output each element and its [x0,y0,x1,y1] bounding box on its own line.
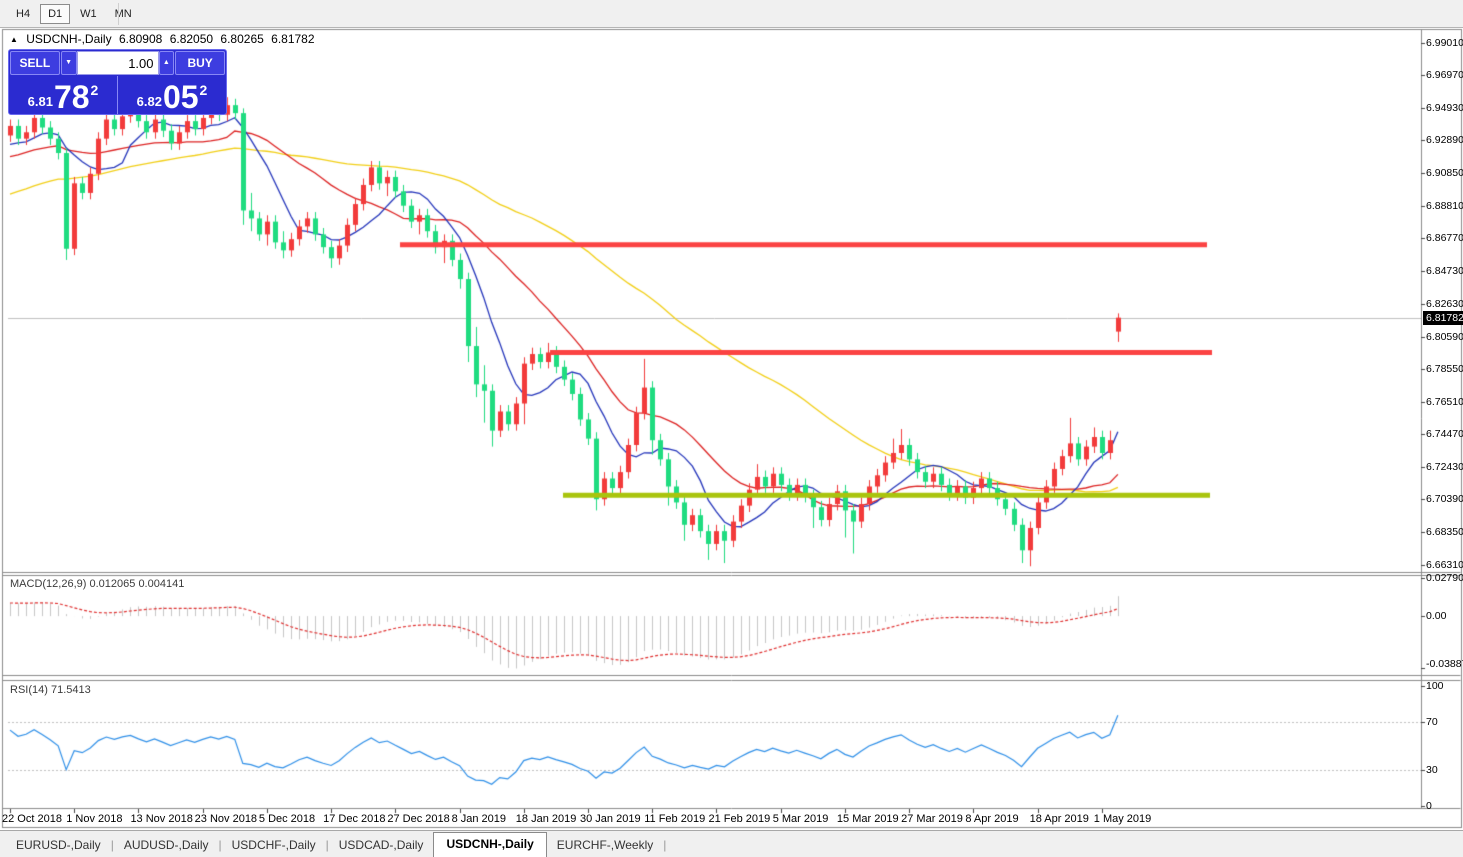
chevron-up-icon: ▲ [162,59,170,66]
date-axis-label: 27 Mar 2019 [901,813,963,825]
buy-price-display[interactable]: 6.82 05 2 [118,76,226,114]
sell-price-display[interactable]: 6.81 78 2 [9,76,118,114]
macd-value: 0.012065 [89,578,136,590]
tab-separator: | [325,838,329,852]
lot-size-input[interactable] [76,51,159,75]
date-axis-label: 1 May 2019 [1093,813,1152,825]
macd-signal-value: 0.004141 [138,578,185,590]
price-axis-label: 6.78550 [1426,363,1463,376]
symbol-tab-audusd[interactable]: AUDUSD-,Daily [123,838,209,852]
lot-decrease-button[interactable]: ▼ [60,51,77,75]
buy-price-sup: 2 [199,82,208,98]
date-axis-label: 27 Dec 2018 [387,813,450,825]
chart-symbol-label: USDCNH-,Daily [26,32,112,46]
ohlc-close-value: 6.81782 [271,32,315,46]
macd-indicator-label: MACD(12,26,9) 0.012065 0.004141 [10,578,184,590]
sell-price-big: 78 [53,79,90,115]
price-axis-label: 6.88810 [1426,199,1463,212]
symbol-tab-bar: EURUSD-,Daily | AUDUSD-,Daily | USDCHF-,Dail… [0,830,1463,857]
sell-price-small: 6.81 [27,94,53,109]
date-axis-label: 8 Apr 2019 [965,813,1019,825]
date-axis-label: 11 Feb 2019 [644,813,706,825]
symbol-tab-usdchf[interactable]: USDCHF-,Daily [231,838,316,852]
tab-separator: | [110,838,114,852]
date-axis-label: 21 Feb 2019 [708,813,771,825]
rsi-value: 71.5413 [50,684,91,696]
price-axis-label: 6.82630 [1426,298,1463,311]
date-axis-label: 13 Nov 2018 [130,813,193,825]
rsi-name: RSI(14) [10,684,48,696]
lot-increase-button[interactable]: ▲ [158,51,175,75]
date-axis-label: 17 Dec 2018 [323,813,386,825]
buy-price-small: 6.82 [136,94,162,109]
ohlc-open-value: 6.80908 [118,32,163,46]
price-axis-label: 6.90850 [1426,166,1463,179]
price-axis-label: 6.68350 [1426,525,1463,538]
collapse-arrow-icon[interactable]: ▲ [10,35,18,44]
sell-price-sup: 2 [90,82,99,98]
date-axis-label: 8 Jan 2019 [451,813,506,825]
chevron-down-icon: ▼ [65,59,73,66]
buy-button[interactable]: BUY [175,51,225,75]
price-axis-label: 6.99010 [1426,36,1463,49]
price-axis-label: 6.92890 [1426,134,1463,147]
rsi-indicator-label: RSI(14) 71.5413 [10,684,91,696]
ohlc-low-value: 6.80265 [220,32,264,46]
current-price-badge: 6.81782 [1423,310,1463,325]
date-axis-label: 5 Mar 2019 [772,813,829,825]
rsi-axis-label: 100 [1426,680,1444,692]
price-axis-label: 6.84730 [1426,264,1463,277]
price-axis-label: 6.74470 [1426,428,1463,441]
date-axis-label: 15 Mar 2019 [836,813,899,825]
symbol-tab-usdcnh[interactable]: USDCNH-,Daily [433,832,547,857]
date-axis-label: 23 Nov 2018 [194,813,258,825]
date-axis-label: 5 Dec 2018 [258,813,316,825]
price-axis-label: 6.86770 [1426,232,1463,245]
price-axis-label: 6.66310 [1426,558,1463,571]
rsi-axis-label: 70 [1426,716,1438,728]
trade-panel-prices: 6.81 78 2 6.82 05 2 [9,76,226,114]
symbol-tab-usdcad[interactable]: USDCAD-,Daily [338,838,424,852]
macd-axis-label: 0.027908 [1426,572,1463,584]
date-axis-label: 30 Jan 2019 [580,813,641,825]
trade-panel-controls: SELL ▼ ▲ BUY [9,50,226,76]
macd-axis-label: 0.00 [1426,610,1447,623]
macd-axis-label: -0.038871 [1426,658,1463,670]
date-axis-label: 1 Nov 2018 [66,813,123,825]
date-axis-label: 22 Oct 2018 [2,813,62,825]
tab-separator: | [663,838,667,852]
symbol-tab-eurchf[interactable]: EURCHF-,Weekly [556,838,654,852]
buy-price-big: 05 [162,79,199,115]
price-axis-label: 6.72430 [1426,460,1463,473]
symbol-tab-eurusd[interactable]: EURUSD-,Daily [16,838,101,852]
rsi-axis-label: 30 [1426,764,1438,776]
macd-name: MACD(12,26,9) [10,578,87,590]
price-axis-label: 6.96970 [1426,69,1463,82]
date-axis-label: 18 Jan 2019 [515,813,577,825]
chart-title: ▲ USDCNH-,Daily 6.80908 6.82050 6.80265 … [10,32,319,46]
date-axis-label: 18 Apr 2019 [1029,813,1089,825]
ohlc-high-value: 6.82050 [169,32,214,46]
price-axis-label: 6.76510 [1426,395,1463,408]
one-click-trading-panel: SELL ▼ ▲ BUY 6.81 78 2 6.82 05 2 [8,49,227,115]
rsi-axis-label: 0 [1426,800,1432,812]
price-axis-label: 6.70390 [1426,493,1463,506]
price-axis-label: 6.80590 [1426,330,1463,343]
tab-separator: | [218,838,222,852]
sell-button[interactable]: SELL [10,51,60,75]
price-axis-label: 6.94930 [1426,101,1463,114]
